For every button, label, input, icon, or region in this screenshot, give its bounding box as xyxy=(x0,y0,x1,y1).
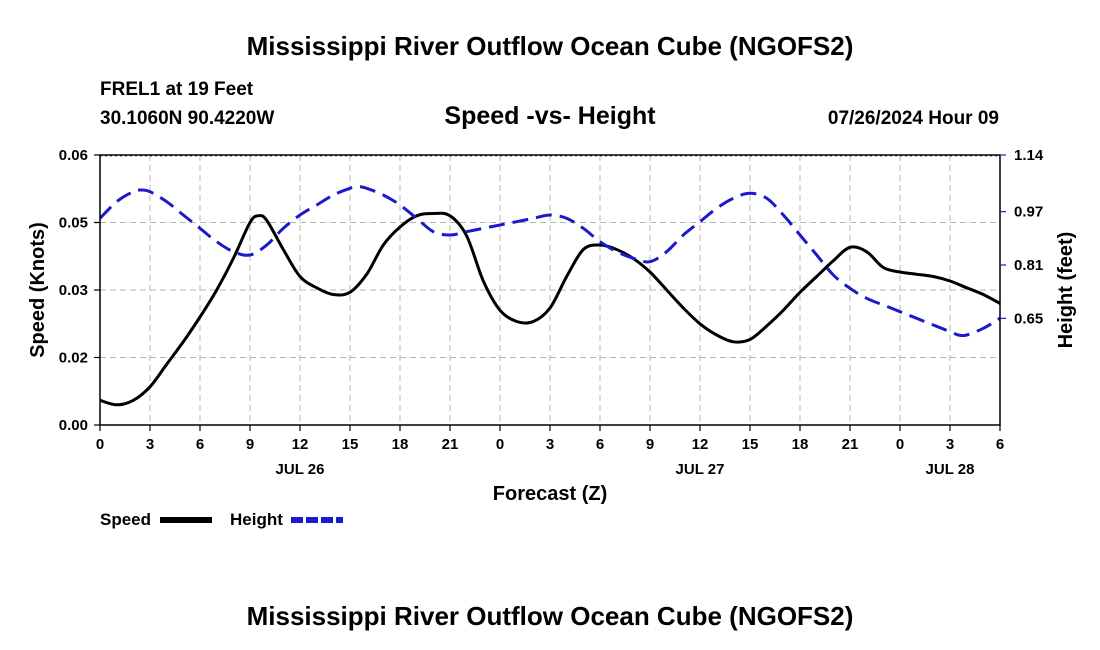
series-lines xyxy=(98,185,1001,407)
footer-title: Mississippi River Outflow Ocean Cube (NG… xyxy=(247,601,854,631)
legend-label-height: Height xyxy=(230,510,283,529)
legend-label-speed: Speed xyxy=(100,510,151,529)
date-label: JUL 27 xyxy=(676,461,725,478)
x-tick-label: 6 xyxy=(996,436,1004,453)
x-tick-label: 9 xyxy=(246,436,254,453)
y-left-tick-label: 0.03 xyxy=(59,282,88,299)
x-tick-label: 6 xyxy=(196,436,204,453)
page-title: Mississippi River Outflow Ocean Cube (NG… xyxy=(247,31,854,61)
x-tick-label: 0 xyxy=(896,436,904,453)
x-tick-label: 3 xyxy=(946,436,954,453)
y-right-tick-label: 0.81 xyxy=(1014,257,1043,274)
x-tick-label: 0 xyxy=(96,436,104,453)
date-label: JUL 26 xyxy=(276,461,325,478)
grid xyxy=(100,155,1000,425)
x-tick-label: 0 xyxy=(496,436,504,453)
x-tick-label: 3 xyxy=(546,436,554,453)
x-tick-label: 12 xyxy=(292,436,309,453)
x-axis-label: Forecast (Z) xyxy=(493,483,607,505)
height-series-line xyxy=(98,185,1001,338)
x-tick-label: 12 xyxy=(692,436,709,453)
forecast-datetime: 07/26/2024 Hour 09 xyxy=(828,108,999,129)
x-tick-label: 18 xyxy=(392,436,409,453)
station-label: FREL1 at 19 Feet xyxy=(100,79,254,100)
y-right-tick-label: 1.14 xyxy=(1014,147,1044,164)
y-left-tick-label: 0.02 xyxy=(59,350,88,367)
x-tick-label: 15 xyxy=(742,436,759,453)
y-right-tick-label: 0.65 xyxy=(1014,310,1043,327)
y-right-tick-label: 0.97 xyxy=(1014,204,1043,221)
x-tick-label: 21 xyxy=(842,436,859,453)
speed-series-line xyxy=(99,211,1001,407)
y-left-tick-label: 0.06 xyxy=(59,147,88,164)
legend: Speed Height xyxy=(100,510,343,529)
x-tick-label: 6 xyxy=(596,436,604,453)
y-left-tick-label: 0.00 xyxy=(59,417,88,434)
y-axis-left-label: Speed (Knots) xyxy=(27,222,49,358)
x-tick-label: 9 xyxy=(646,436,654,453)
y-left-tick-label: 0.05 xyxy=(59,215,88,232)
chart-subtitle: Speed -vs- Height xyxy=(444,102,656,130)
x-tick-label: 15 xyxy=(342,436,359,453)
x-tick-label: 3 xyxy=(146,436,154,453)
coordinates-label: 30.1060N 90.4220W xyxy=(100,108,274,129)
x-tick-label: 21 xyxy=(442,436,459,453)
date-label: JUL 28 xyxy=(926,461,975,478)
axes: 0 3 6 9 12 15 18 21 0 3 6 9 12 15 18 21 0 3 6 JUL 26 JUL 27 J… xyxy=(59,147,1044,478)
x-tick-label: 18 xyxy=(792,436,809,453)
y-axis-right-label: Height (feet) xyxy=(1055,232,1077,349)
